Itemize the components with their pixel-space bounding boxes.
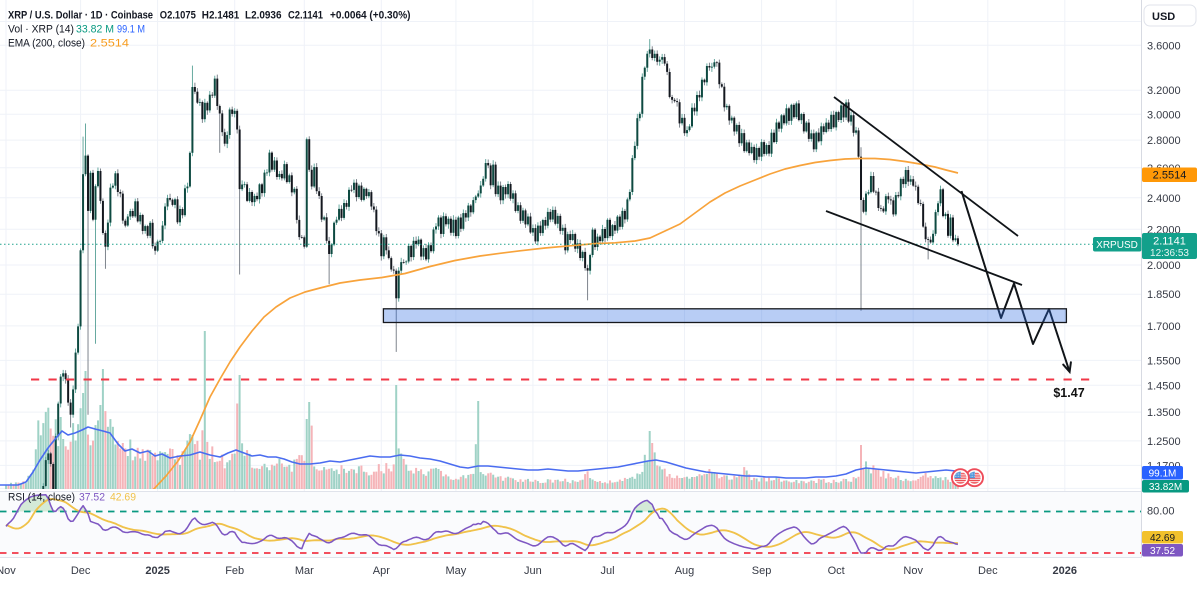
- svg-text:3.0000: 3.0000: [1147, 109, 1181, 121]
- svg-text:$1.47: $1.47: [1053, 386, 1084, 400]
- svg-text:Jun: Jun: [524, 565, 542, 577]
- svg-text:2.1141: 2.1141: [1153, 236, 1186, 248]
- svg-text:Sep: Sep: [752, 565, 772, 577]
- svg-text:37.52: 37.52: [79, 492, 105, 504]
- svg-text:1.5500: 1.5500: [1147, 355, 1181, 367]
- svg-text:Dec: Dec: [71, 565, 91, 577]
- svg-text:2025: 2025: [145, 565, 169, 577]
- svg-text:80.00: 80.00: [1147, 506, 1175, 518]
- svg-text:1.7000: 1.7000: [1147, 321, 1181, 333]
- svg-text:C2.1141: C2.1141: [288, 10, 324, 22]
- svg-text:2.8000: 2.8000: [1147, 135, 1181, 147]
- svg-text:RSI (14, close): RSI (14, close): [8, 492, 75, 504]
- svg-text:XRP / U.S. Dollar · 1D · Coinb: XRP / U.S. Dollar · 1D · Coinbase: [8, 10, 153, 22]
- svg-text:37.52: 37.52: [1150, 546, 1175, 557]
- svg-text:Aug: Aug: [675, 565, 695, 577]
- svg-text:33.82M: 33.82M: [1149, 482, 1182, 493]
- svg-text:42.69: 42.69: [1150, 533, 1175, 544]
- svg-text:12:36:53: 12:36:53: [1150, 248, 1189, 259]
- svg-text:42.69: 42.69: [110, 492, 136, 504]
- svg-text:2.5514: 2.5514: [90, 38, 129, 50]
- svg-text:33.82 M: 33.82 M: [76, 24, 114, 36]
- svg-text:L2.0936: L2.0936: [245, 10, 282, 22]
- svg-text:1.4500: 1.4500: [1147, 380, 1181, 392]
- svg-text:2026: 2026: [1053, 565, 1077, 577]
- svg-text:USD: USD: [1152, 11, 1175, 23]
- svg-text:2.4000: 2.4000: [1147, 193, 1181, 205]
- svg-text:Oct: Oct: [828, 565, 845, 577]
- svg-text:1.2500: 1.2500: [1147, 436, 1181, 448]
- svg-text:Nov: Nov: [0, 565, 16, 577]
- svg-text:XRPUSD: XRPUSD: [1096, 240, 1138, 251]
- svg-text:3.6000: 3.6000: [1147, 40, 1181, 52]
- svg-text:1.3500: 1.3500: [1147, 407, 1181, 419]
- svg-text:Apr: Apr: [373, 565, 390, 577]
- svg-text:O2.1075: O2.1075: [160, 10, 197, 22]
- svg-text:May: May: [446, 565, 467, 577]
- svg-text:H2.1481: H2.1481: [202, 10, 240, 22]
- svg-text:2.0000: 2.0000: [1147, 260, 1181, 272]
- svg-text:+0.0064 (+0.30%): +0.0064 (+0.30%): [330, 10, 411, 22]
- svg-text:Mar: Mar: [295, 565, 314, 577]
- svg-text:Feb: Feb: [225, 565, 244, 577]
- svg-text:99.1M: 99.1M: [1149, 468, 1177, 479]
- svg-text:1.8500: 1.8500: [1147, 289, 1181, 301]
- svg-text:99.1 M: 99.1 M: [117, 24, 145, 36]
- svg-text:2.5514: 2.5514: [1153, 170, 1187, 182]
- svg-text:EMA (200, close): EMA (200, close): [8, 38, 85, 50]
- svg-text:Nov: Nov: [903, 565, 923, 577]
- svg-text:Jul: Jul: [600, 565, 614, 577]
- svg-text:Vol · XRP (14): Vol · XRP (14): [8, 24, 74, 36]
- svg-text:Dec: Dec: [978, 565, 998, 577]
- svg-text:3.2000: 3.2000: [1147, 85, 1181, 97]
